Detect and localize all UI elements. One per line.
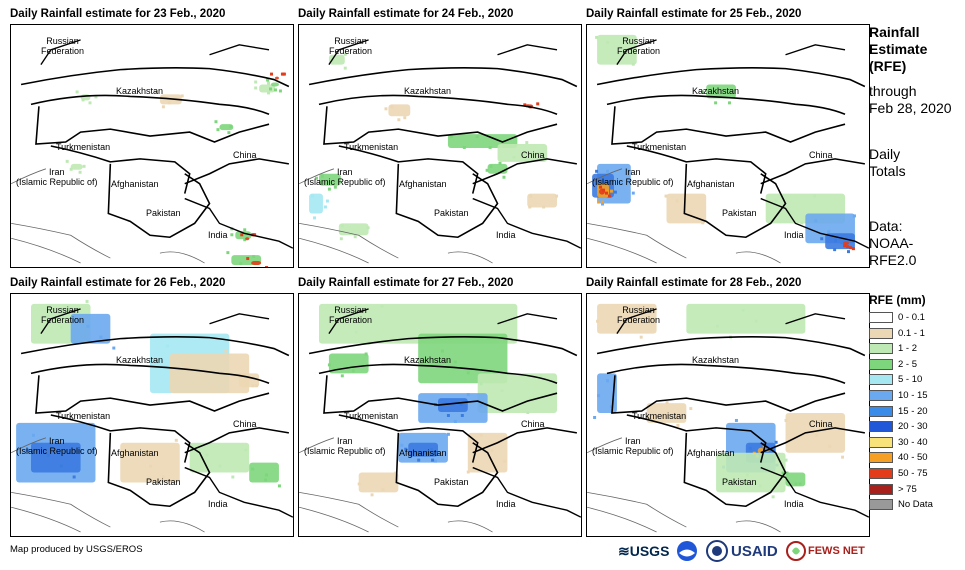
legend-title: RFE (mm) bbox=[869, 293, 926, 307]
legend-label: > 75 bbox=[898, 483, 917, 495]
country-label-turkmenistan: Turkmenistan bbox=[56, 142, 111, 152]
country-label-pakistan: Pakistan bbox=[434, 208, 469, 218]
legend-swatch bbox=[869, 468, 893, 479]
panel-title: Daily Rainfall estimate for 28 Feb., 202… bbox=[586, 277, 802, 289]
country-label-kazakhstan: Kazakhstan bbox=[116, 86, 164, 96]
legend-swatch bbox=[869, 483, 893, 495]
country-label-afghanistan: Afghanistan bbox=[111, 179, 159, 189]
country-label-pakistan: Pakistan bbox=[722, 208, 757, 218]
fews-logo: FEWS NET bbox=[808, 545, 865, 557]
country-label-kazakhstan: Kazakhstan bbox=[116, 355, 164, 365]
legend-label: 2 - 5 bbox=[898, 358, 918, 370]
country-label-kazakhstan: Kazakhstan bbox=[692, 86, 740, 96]
country-label-turkmenistan: Turkmenistan bbox=[344, 411, 399, 421]
usgs-logo: ≋USGS bbox=[618, 542, 670, 559]
country-label-pakistan: Pakistan bbox=[146, 477, 181, 487]
country-label-kazakhstan: Kazakhstan bbox=[692, 355, 740, 365]
country-label-iran: Iran (Islamic Republic of) bbox=[592, 436, 674, 456]
country-label-china: China bbox=[521, 150, 545, 160]
legend-swatch bbox=[869, 405, 893, 417]
legend-swatch bbox=[869, 499, 893, 511]
country-label-pakistan: Pakistan bbox=[146, 208, 181, 218]
country-label-russia: Russian Federation bbox=[41, 305, 85, 325]
legend-label: 40 - 50 bbox=[898, 452, 928, 464]
panel-title: Daily Rainfall estimate for 25 Feb., 202… bbox=[586, 8, 802, 20]
country-label-afghanistan: Afghanistan bbox=[399, 448, 447, 458]
country-label-pakistan: Pakistan bbox=[434, 477, 469, 487]
country-label-china: China bbox=[233, 419, 257, 429]
rainfall-map: Russian Federation Kazakhstan Turkmenistan I… bbox=[298, 24, 582, 268]
country-label-russia: Russian Federation bbox=[329, 36, 373, 56]
legend-swatch bbox=[869, 421, 893, 433]
through-label: through bbox=[869, 83, 917, 99]
country-label-turkmenistan: Turkmenistan bbox=[344, 142, 399, 152]
country-label-india: India bbox=[784, 499, 804, 509]
country-label-india: India bbox=[496, 230, 516, 240]
noaa-logo bbox=[676, 540, 698, 562]
country-label-afghanistan: Afghanistan bbox=[687, 179, 735, 189]
legend-swatch bbox=[869, 436, 893, 448]
rainfall-map: Russian Federation Kazakhstan Turkmenistan I… bbox=[298, 293, 582, 537]
legend-label: 10 - 15 bbox=[898, 390, 928, 401]
country-label-pakistan: Pakistan bbox=[722, 477, 757, 487]
country-label-iran: Iran (Islamic Republic of) bbox=[16, 436, 98, 456]
panel-title: Daily Rainfall estimate for 23 Feb., 202… bbox=[10, 8, 226, 20]
country-label-turkmenistan: Turkmenistan bbox=[56, 411, 111, 421]
country-label-kazakhstan: Kazakhstan bbox=[404, 86, 452, 96]
legend-label: 15 - 20 bbox=[898, 405, 928, 417]
country-label-china: China bbox=[521, 419, 545, 429]
rainfall-map: Russian Federation Kazakhstan Turkmenistan I… bbox=[10, 293, 294, 537]
panel-title: Daily Rainfall estimate for 26 Feb., 202… bbox=[10, 277, 226, 289]
credit-text: Map produced by USGS/EROS bbox=[10, 544, 143, 555]
country-label-china: China bbox=[809, 150, 833, 160]
rainfall-map: Russian Federation Kazakhstan Turkmenistan I… bbox=[10, 24, 294, 268]
country-label-russia: Russian Federation bbox=[617, 36, 661, 56]
country-label-iran: Iran (Islamic Republic of) bbox=[304, 436, 386, 456]
legend-label: 30 - 40 bbox=[898, 436, 928, 448]
country-label-afghanistan: Afghanistan bbox=[399, 179, 447, 189]
legend-swatch bbox=[869, 374, 893, 386]
country-label-india: India bbox=[496, 499, 516, 509]
through-date: Feb 28, 2020 bbox=[869, 100, 952, 116]
country-label-kazakhstan: Kazakhstan bbox=[404, 355, 452, 365]
legend-swatch bbox=[869, 358, 893, 370]
legend-label: 20 - 30 bbox=[898, 421, 928, 433]
legend-label: 0 - 0.1 bbox=[898, 312, 925, 323]
country-label-iran: Iran (Islamic Republic of) bbox=[16, 167, 98, 187]
country-label-iran: Iran (Islamic Republic of) bbox=[304, 167, 386, 187]
legend-swatch bbox=[869, 390, 893, 401]
legend-swatch bbox=[869, 452, 893, 464]
legend-swatch bbox=[869, 343, 893, 355]
country-label-china: China bbox=[233, 150, 257, 160]
legend-swatch bbox=[869, 327, 893, 339]
legend-label: 0.1 - 1 bbox=[898, 327, 925, 339]
legend-label: No Data bbox=[898, 499, 933, 511]
country-label-india: India bbox=[208, 499, 228, 509]
legend-label: 1 - 2 bbox=[898, 343, 918, 355]
rainfall-map: Russian Federation Kazakhstan Turkmenistan I… bbox=[586, 24, 870, 268]
panel-title: Daily Rainfall estimate for 24 Feb., 202… bbox=[298, 8, 514, 20]
country-label-china: China bbox=[809, 419, 833, 429]
legend-label: 50 - 75 bbox=[898, 468, 928, 479]
country-label-india: India bbox=[208, 230, 228, 240]
country-label-russia: Russian Federation bbox=[41, 36, 85, 56]
fews-icon bbox=[786, 540, 806, 562]
country-label-russia: Russian Federation bbox=[617, 305, 661, 325]
legend-swatch bbox=[869, 312, 893, 323]
country-label-afghanistan: Afghanistan bbox=[111, 448, 159, 458]
data-source-label: Data: NOAA-RFE2.0 bbox=[869, 218, 917, 268]
panel-title: Daily Rainfall estimate for 27 Feb., 202… bbox=[298, 277, 514, 289]
daily-totals-label: Daily Totals bbox=[869, 146, 906, 179]
country-label-afghanistan: Afghanistan bbox=[687, 448, 735, 458]
country-label-turkmenistan: Turkmenistan bbox=[632, 411, 687, 421]
rfe-heading: Rainfall Estimate (RFE) bbox=[869, 24, 928, 74]
usaid-logo: USAID bbox=[731, 542, 778, 560]
seal-logo bbox=[706, 540, 728, 562]
country-label-turkmenistan: Turkmenistan bbox=[632, 142, 687, 152]
legend-label: 5 - 10 bbox=[898, 374, 923, 386]
country-label-india: India bbox=[784, 230, 804, 240]
country-label-russia: Russian Federation bbox=[329, 305, 373, 325]
country-label-iran: Iran (Islamic Republic of) bbox=[592, 167, 674, 187]
rainfall-map: Russian Federation Kazakhstan Turkmenistan I… bbox=[586, 293, 870, 537]
